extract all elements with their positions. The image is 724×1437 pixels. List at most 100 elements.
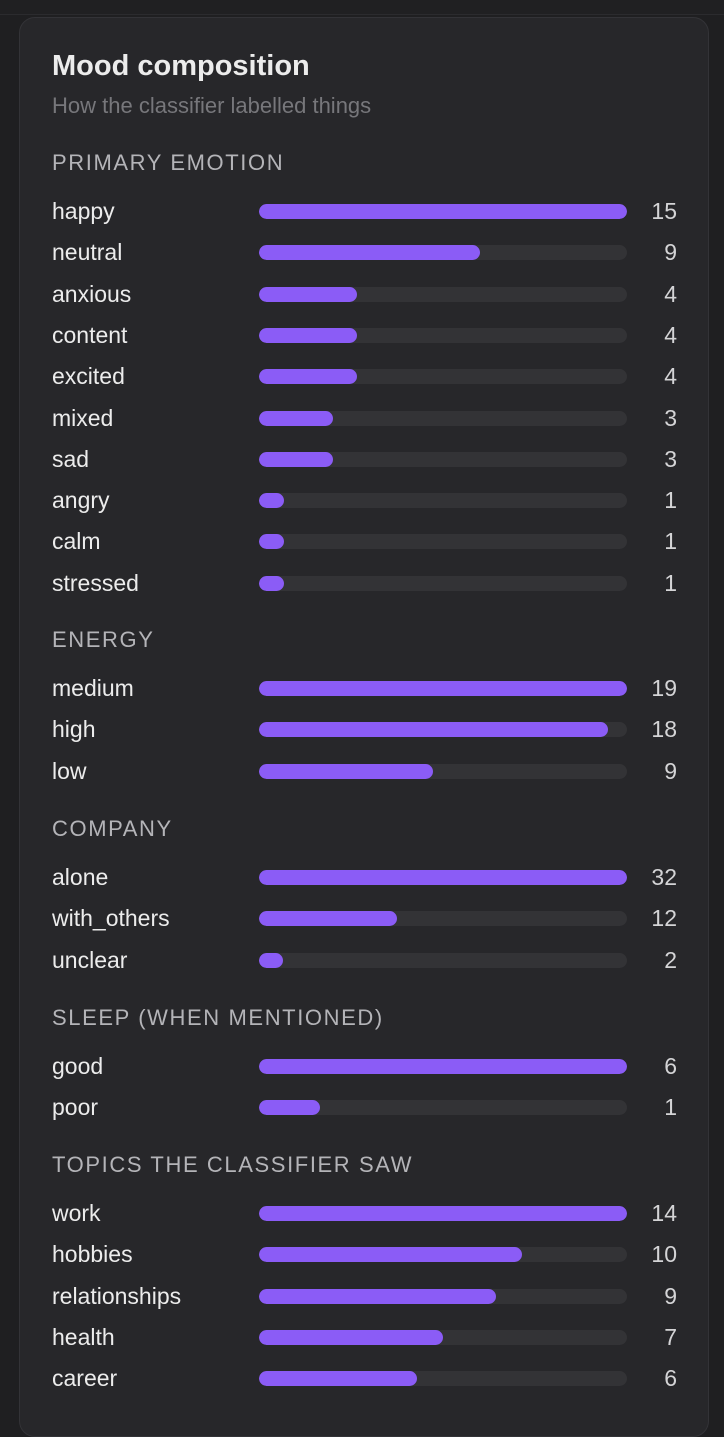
bar-row-with-others: with_others 12 [0,903,724,933]
bar-fill [259,1059,627,1074]
bar-track [259,369,627,385]
bar-count: 4 [664,280,677,307]
bar-count: 32 [651,864,677,890]
bar-row-alone: alone 32 [0,862,724,892]
section-title: TOPICS THE CLASSIFIER SAW [52,1152,414,1177]
bar-fill [259,286,358,302]
bar-count: 14 [651,1200,677,1226]
bar-fill [259,681,627,696]
bar-label: anxious [52,280,132,307]
bar-fill [259,1329,443,1345]
bar-fill [259,575,284,591]
bar-fill [259,534,284,550]
bar-label: good [52,1053,104,1079]
bar-label: stressed [52,569,139,596]
bar-track [259,870,627,885]
bar-track [259,286,627,302]
bar-row-content: content 4 [0,320,724,350]
bar-label: career [52,1365,118,1392]
bar-label: sad [52,445,90,472]
bar-fill [259,1206,627,1221]
bar-count: 1 [664,1094,677,1121]
bar-row-calm: calm 1 [0,526,724,556]
bar-row-neutral: neutral 9 [0,237,724,267]
bar-label: happy [52,198,115,224]
bar-count: 9 [664,239,677,266]
bar-label: medium [52,675,134,701]
bar-fill [259,327,358,343]
bar-count: 7 [664,1323,677,1350]
bar-label: angry [52,487,110,514]
bar-track [259,1371,627,1387]
bar-track [259,575,627,591]
section-title: SLEEP (WHEN MENTIONED) [52,1005,384,1030]
bar-count: 18 [651,716,677,743]
bar-track [259,451,627,467]
bar-label: health [52,1323,115,1350]
bar-track [259,493,627,509]
bar-label: hobbies [52,1241,133,1268]
bar-track [259,1329,627,1345]
bar-label: excited [52,363,125,390]
bar-fill [259,763,434,779]
bar-track [259,410,627,426]
bar-fill [259,1100,321,1116]
bar-track [259,911,627,927]
bar-row-good: good 6 [0,1051,724,1081]
bar-track [259,1247,627,1263]
bar-fill [259,451,333,467]
bar-label: mixed [52,404,114,431]
panel-subtitle: How the classifier labelled things [52,93,372,118]
bar-label: work [52,1200,101,1226]
bar-row-work: work 14 [0,1198,724,1228]
bar-fill [259,245,480,261]
bar-track [259,327,627,343]
bar-count: 9 [664,1282,677,1309]
bar-label: neutral [52,239,123,266]
bar-label: unclear [52,946,128,973]
bar-count: 6 [664,1365,677,1392]
bar-count: 1 [664,569,677,596]
bar-fill [259,911,397,927]
bar-row-stressed: stressed 1 [0,568,724,598]
bar-row-anxious: anxious 4 [0,279,724,309]
bar-label: calm [52,528,101,555]
bar-fill [259,1247,522,1263]
bar-count: 3 [664,445,677,472]
bar-fill [259,952,283,968]
bar-track [259,763,627,779]
bar-row-relationships: relationships 9 [0,1281,724,1311]
bar-label: high [52,716,96,743]
bar-track [259,204,627,219]
bar-fill [259,1371,417,1387]
bar-label: relationships [52,1282,182,1309]
bar-track [259,952,627,968]
bar-count: 19 [651,675,677,701]
bar-track [259,722,627,738]
bar-label: with_others [52,905,170,932]
panel-title: Mood composition [52,50,310,82]
section-title: ENERGY [52,627,155,652]
bar-label: content [52,321,128,348]
bar-fill [259,722,608,738]
bar-count: 4 [664,363,677,390]
bar-row-excited: excited 4 [0,361,724,391]
section-title: COMPANY [52,816,173,841]
bar-count: 3 [664,404,677,431]
bar-row-mixed: mixed 3 [0,403,724,433]
bar-count: 1 [664,528,677,555]
bar-row-health: health 7 [0,1322,724,1352]
bar-count: 10 [651,1241,677,1268]
bar-fill [259,493,284,509]
bar-fill [259,870,627,885]
bar-row-high: high 18 [0,714,724,744]
top-bar [0,0,724,15]
bar-row-happy: happy 15 [0,196,724,226]
section-title: PRIMARY EMOTION [52,150,285,175]
bar-count: 12 [651,905,677,932]
bar-track [259,681,627,696]
bar-label: poor [52,1094,99,1121]
bar-row-angry: angry 1 [0,485,724,515]
bar-fill [259,410,333,426]
bar-track [259,1059,627,1074]
